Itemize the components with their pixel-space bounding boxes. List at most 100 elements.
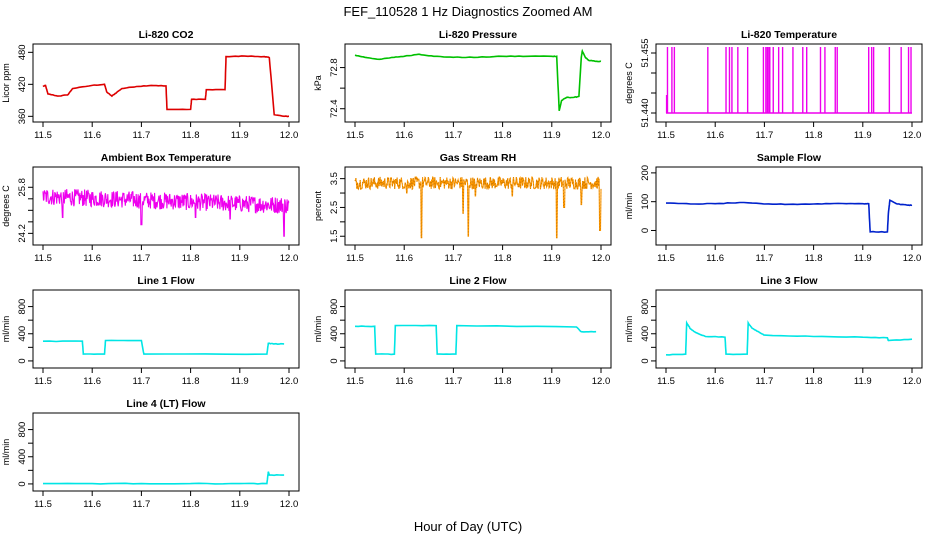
x-tick-label: 11.6 <box>706 376 724 387</box>
y-tick-label: 0 <box>17 481 28 486</box>
y-axis-label: ml/min <box>1 316 11 343</box>
y-tick-label: 400 <box>329 326 340 342</box>
y-tick-label: 420 <box>17 76 28 92</box>
plot-area <box>42 189 290 237</box>
x-tick-label: 11.6 <box>395 253 413 264</box>
series-noise <box>42 189 290 237</box>
plot-frame <box>655 166 923 246</box>
y-axis-label: ml/min <box>313 316 323 343</box>
x-tick-label: 11.7 <box>133 130 151 141</box>
y-axis-label: degrees C <box>624 62 634 104</box>
y-axis-label: ml/min <box>624 316 634 343</box>
x-tick-label: 11.8 <box>805 253 823 264</box>
panel-title: Line 1 Flow <box>137 275 195 287</box>
x-tick-label: 11.5 <box>657 376 675 387</box>
x-tick-label: 12.0 <box>592 253 611 264</box>
x-tick-label: 11.9 <box>854 376 872 387</box>
plot-area <box>42 339 285 356</box>
series-line <box>354 48 602 111</box>
x-tick-label: 11.8 <box>494 130 512 141</box>
series-line <box>665 319 913 356</box>
y-tick-label: 72.4 <box>329 99 340 118</box>
panel-3: Li-820 Temperature degrees C 11.5 11.6 11.7 1… <box>624 29 923 141</box>
x-tick-label: 11.7 <box>133 499 151 510</box>
series-line <box>42 339 285 356</box>
panel-9: Line 3 Flow ml/min 11.5 11.6 11.7 11.8 11.9 12.… <box>624 275 923 387</box>
x-tick-label: 11.5 <box>346 253 364 264</box>
series-noise <box>354 175 602 239</box>
panel-title: Gas Stream RH <box>440 152 516 164</box>
x-tick-label: 11.6 <box>395 130 413 141</box>
x-tick-label: 11.9 <box>231 253 249 264</box>
x-tick-label: 11.9 <box>231 130 249 141</box>
x-tick-label: 11.8 <box>494 253 512 264</box>
y-tick-label: 400 <box>17 326 28 342</box>
y-axis-label: degrees C <box>1 185 11 227</box>
x-tick-label: 11.8 <box>805 130 823 141</box>
x-tick-label: 12.0 <box>592 376 611 387</box>
series-line <box>42 55 289 118</box>
x-tick-label: 12.0 <box>903 253 922 264</box>
x-tick-label: 11.6 <box>706 253 724 264</box>
y-tick-label: 51.455 <box>640 38 651 67</box>
plot-area <box>42 55 289 118</box>
x-tick-label: 11.7 <box>445 376 463 387</box>
x-tick-label: 11.7 <box>445 253 463 264</box>
panel-8: Line 2 Flow ml/min 11.5 11.6 11.7 11.8 11.9 12.… <box>313 275 612 387</box>
panel-1: Li-820 CO2 Licor ppm 11.5 11.6 11.7 11.8 11.9 1… <box>1 29 300 141</box>
x-tick-label: 11.9 <box>543 253 561 264</box>
panel-title: Line 4 (LT) Flow <box>126 398 206 410</box>
y-axis-label: Licor ppm <box>1 63 11 103</box>
x-tick-label: 11.7 <box>445 130 463 141</box>
figure-title: FEF_110528 1 Hz Diagnostics Zoomed AM <box>343 4 592 19</box>
panel-title: Li-820 CO2 <box>139 29 194 41</box>
plot-area <box>354 175 602 239</box>
x-tick-label: 11.5 <box>34 130 52 141</box>
plot-area <box>354 48 602 111</box>
panel-5: Gas Stream RH percent 11.5 11.6 11.7 11.8 11.9… <box>313 152 612 264</box>
x-tick-label: 11.7 <box>756 253 774 264</box>
y-tick-label: 800 <box>17 299 28 315</box>
x-tick-label: 11.9 <box>231 376 249 387</box>
y-axis-label: kPa <box>313 75 323 91</box>
x-tick-label: 12.0 <box>903 376 922 387</box>
y-tick-label: 100 <box>640 194 651 210</box>
series-line <box>43 471 285 485</box>
panel-title: Li-820 Temperature <box>741 29 837 41</box>
y-tick-label: 0 <box>17 358 28 363</box>
x-tick-label: 11.5 <box>34 499 52 510</box>
x-tick-label: 11.9 <box>854 130 872 141</box>
x-tick-label: 12.0 <box>280 130 299 141</box>
plot-frame <box>344 43 612 123</box>
x-tick-label: 11.8 <box>182 253 200 264</box>
panel-10: Line 4 (LT) Flow ml/min 11.5 11.6 11.7 11.8 11… <box>1 398 300 510</box>
y-tick-label: 480 <box>17 44 28 60</box>
x-tick-label: 11.7 <box>133 253 151 264</box>
series-line <box>666 198 913 234</box>
x-tick-label: 12.0 <box>280 499 299 510</box>
plot-frame <box>32 43 300 123</box>
y-tick-label: 800 <box>17 422 28 438</box>
series-line <box>354 324 597 356</box>
x-tick-label: 11.6 <box>83 376 101 387</box>
y-tick-label: 72.8 <box>329 58 340 77</box>
panel-title: Line 3 Flow <box>760 275 818 287</box>
y-tick-label: 2.5 <box>329 201 340 214</box>
plot-frame <box>32 166 300 246</box>
plot-area <box>666 198 913 234</box>
x-tick-label: 11.8 <box>182 130 200 141</box>
panel-title: Line 2 Flow <box>449 275 507 287</box>
y-tick-label: 0 <box>640 228 651 233</box>
x-tick-label: 11.9 <box>543 130 561 141</box>
y-tick-label: 1.5 <box>329 230 340 243</box>
x-tick-label: 11.8 <box>182 499 200 510</box>
panel-grid: Li-820 CO2 Licor ppm 11.5 11.6 11.7 11.8 11.9 1… <box>1 29 923 510</box>
plot-frame <box>344 289 612 369</box>
x-tick-label: 12.0 <box>903 130 922 141</box>
y-tick-label: 51.440 <box>640 98 651 127</box>
y-tick-label: 400 <box>17 449 28 465</box>
x-tick-label: 11.9 <box>543 376 561 387</box>
x-tick-label: 11.5 <box>657 253 675 264</box>
x-tick-label: 11.6 <box>83 499 101 510</box>
